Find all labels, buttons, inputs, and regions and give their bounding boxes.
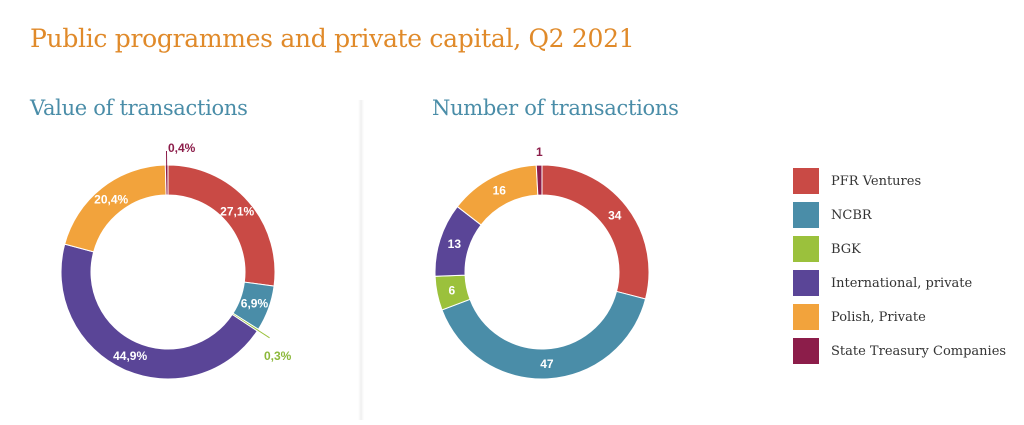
number-label-pfr-ventures: 34: [608, 209, 622, 223]
number-label-international-private: 13: [448, 237, 462, 251]
chart-divider: [358, 100, 364, 420]
number-label-ncbr: 47: [540, 357, 554, 371]
legend-swatch: [793, 304, 819, 330]
value-label-ncbr: 6,9%: [241, 296, 269, 310]
number-slice-ncbr: [441, 290, 647, 380]
number-slice-state-treasury-companies: [535, 164, 543, 196]
value-slice-polish-private: [64, 164, 167, 253]
value-slice-pfr-ventures: [167, 164, 276, 287]
number-label-state-treasury-companies: 1: [536, 145, 543, 159]
value-slice-state-treasury-companies: [164, 164, 169, 196]
value-label-pfr-ventures: 27,1%: [220, 204, 254, 218]
value-label-state-treasury-companies: 0,4%: [168, 141, 196, 155]
legend-swatch: [793, 270, 819, 296]
legend-label: International, private: [831, 275, 973, 291]
legend-label: Polish, Private: [831, 309, 926, 325]
value-label-international-private: 44,9%: [113, 349, 147, 363]
legend-item-ncbr: NCBR: [793, 201, 1006, 229]
number-chart-title: Number of transactions: [432, 96, 679, 120]
number-slice-pfr-ventures: [541, 164, 650, 300]
number-label-polish-private: 16: [493, 184, 507, 198]
legend-swatch: [793, 168, 819, 194]
legend-label: PFR Ventures: [831, 173, 922, 189]
legend-item-international-private: International, private: [793, 269, 1006, 297]
legend-swatch: [793, 338, 819, 364]
legend-swatch: [793, 236, 819, 262]
legend: PFR Ventures NCBR BGK International, privat…: [793, 167, 1006, 371]
legend-item-state-treasury-companies: State Treasury Companies: [793, 337, 1006, 365]
value-chart-title: Value of transactions: [30, 96, 248, 120]
value-leader-bgk: [254, 327, 270, 339]
legend-swatch: [793, 202, 819, 228]
legend-label: NCBR: [831, 207, 872, 223]
legend-label: State Treasury Companies: [831, 343, 1007, 359]
legend-item-pfr-ventures: PFR Ventures: [793, 167, 1006, 195]
page-title: Public programmes and private capital, Q…: [30, 24, 635, 53]
value-slice-international-private: [60, 243, 258, 380]
legend-item-polish-private: Polish, Private: [793, 303, 1006, 331]
legend-label: BGK: [831, 241, 861, 257]
legend-item-bgk: BGK: [793, 235, 1006, 263]
value-label-polish-private: 20,4%: [94, 193, 128, 207]
number-label-bgk: 6: [449, 283, 456, 297]
value-label-bgk: 0,3%: [264, 349, 292, 363]
